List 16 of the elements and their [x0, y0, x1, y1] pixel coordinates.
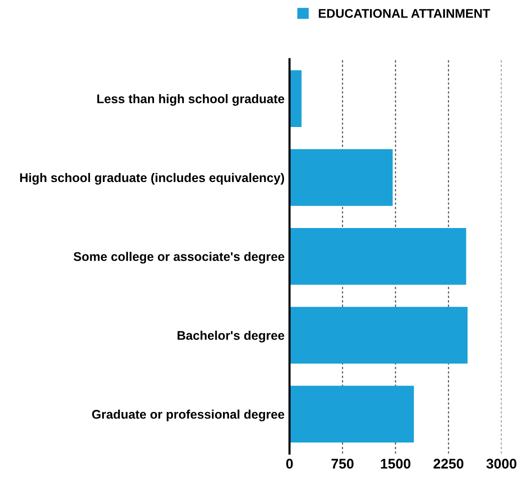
legend-label: EDUCATIONAL ATTAINMENT	[318, 8, 490, 18]
y-tick-label: High school graduate (includes equivalency)	[20, 172, 284, 185]
y-tick-label: Graduate or professional degree	[92, 410, 284, 422]
x-tick-label: 2250	[434, 458, 464, 469]
y-tick-label: Bachelor's degree	[178, 330, 284, 342]
y-tick-label: Less than high school graduate	[97, 94, 284, 106]
x-tick-label: 750	[332, 458, 354, 469]
bar	[290, 228, 466, 285]
bar	[290, 386, 414, 443]
bar	[290, 70, 302, 127]
y-tick-label: Some college or associate's degree	[74, 252, 284, 264]
bar	[290, 149, 393, 206]
bar	[290, 306, 468, 364]
x-tick-label: 1500	[380, 458, 410, 469]
x-tick-label: 3000	[486, 458, 516, 469]
x-tick-label: 0	[286, 458, 293, 469]
